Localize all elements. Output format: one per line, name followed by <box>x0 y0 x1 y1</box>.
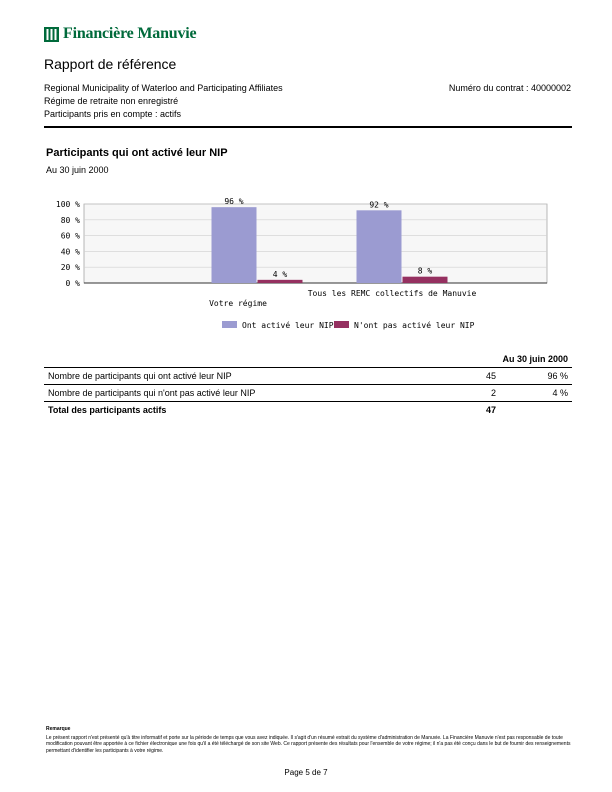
data-label: 96 % <box>224 197 243 206</box>
page-number: Page 5 de 7 <box>284 768 328 777</box>
table-total-row: Total des participants actifs 47 <box>44 402 572 419</box>
row-percent: 4 % <box>500 384 572 402</box>
row-percent: 96 % <box>500 367 572 385</box>
legend-label: N'ont pas activé leur NIP <box>354 320 475 330</box>
plan-type: Régime de retraite non enregistré <box>44 96 179 106</box>
y-tick-label: 80 % <box>61 216 80 225</box>
brand-logo: Financière Manuvie <box>44 25 197 43</box>
manulife-logo-icon <box>44 26 59 42</box>
row-label: Nombre de participants qui n'ont pas act… <box>44 384 432 402</box>
contract-number: Numéro du contrat : 40000002 <box>448 83 571 93</box>
y-tick-label: 0 % <box>66 279 81 288</box>
section-title: Participants qui ont activé leur NIP <box>46 147 228 159</box>
legend-swatch <box>334 321 349 328</box>
row-label: Nombre de participants qui ont activé le… <box>44 367 432 385</box>
footer-note-text: Le présent rapport n'est présenté qu'à t… <box>46 735 571 754</box>
bar <box>257 279 303 283</box>
legend-label: Ont activé leur NIP <box>242 320 334 330</box>
organization-name: Regional Municipality of Waterloo and Pa… <box>44 83 283 93</box>
plot-area <box>83 203 548 284</box>
row-count: 2 <box>432 384 500 402</box>
legend-swatch <box>222 321 237 328</box>
table-row: Nombre de participants qui n'ont pas act… <box>44 384 572 402</box>
footer-note-title: Remarque <box>46 726 71 732</box>
table-header-row: Au 30 juin 2000 <box>44 351 572 368</box>
report-title: Rapport de référence <box>44 56 177 72</box>
bar <box>402 276 448 283</box>
bar <box>211 207 257 283</box>
y-tick-label: 100 % <box>56 200 80 209</box>
header-divider <box>44 126 572 128</box>
x-category-label: Tous les REMC collectifs de Manuvie <box>308 289 477 298</box>
table-row: Nombre de participants qui ont activé le… <box>44 367 572 385</box>
x-category-label: Votre régime <box>209 298 267 308</box>
total-label: Total des participants actifs <box>48 405 167 415</box>
total-count: 47 <box>485 405 496 415</box>
data-label: 92 % <box>369 200 388 209</box>
y-tick-label: 60 % <box>61 232 80 241</box>
pin-activation-table: Au 30 juin 2000 Nombre de participants q… <box>44 351 572 418</box>
row-count: 45 <box>432 367 500 385</box>
brand-name: Financière Manuvie <box>63 25 197 42</box>
pin-activation-chart: 0 % 20 % 40 % 60 % 80 % 100 % 96 % 92 % 4 % 8 % Vo… <box>56 197 548 330</box>
y-tick-label: 20 % <box>61 263 80 272</box>
y-tick-label: 40 % <box>61 247 80 256</box>
participants-scope: Participants pris en compte : actifs <box>44 109 182 119</box>
data-label: 4 % <box>273 270 288 279</box>
bar <box>356 210 402 283</box>
table-period-header: Au 30 juin 2000 <box>432 351 572 368</box>
section-date: Au 30 juin 2000 <box>46 165 109 175</box>
data-label: 8 % <box>418 267 433 276</box>
